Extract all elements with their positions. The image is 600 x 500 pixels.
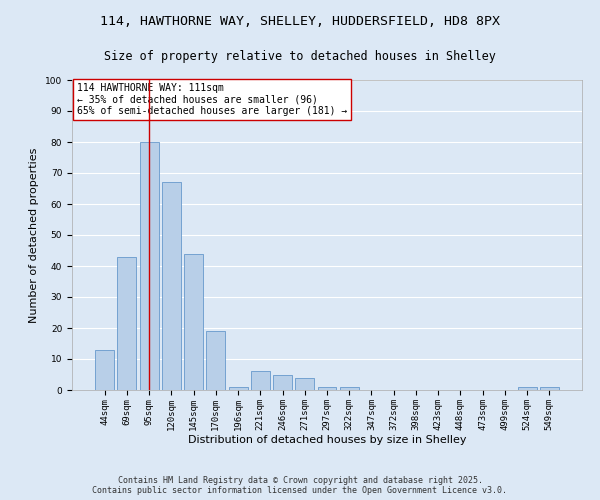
Bar	[540, 387, 559, 390]
Text: Size of property relative to detached houses in Shelley: Size of property relative to detached ho…	[104, 50, 496, 63]
Bar	[340, 387, 359, 390]
Bar	[295, 378, 314, 390]
X-axis label: Distribution of detached houses by size in Shelley: Distribution of detached houses by size …	[188, 436, 466, 446]
Text: 114, HAWTHORNE WAY, SHELLEY, HUDDERSFIELD, HD8 8PX: 114, HAWTHORNE WAY, SHELLEY, HUDDERSFIEL…	[100, 15, 500, 28]
Bar	[184, 254, 203, 390]
Bar	[229, 387, 248, 390]
Bar	[206, 331, 225, 390]
Bar	[140, 142, 158, 390]
Y-axis label: Number of detached properties: Number of detached properties	[29, 148, 40, 322]
Bar	[317, 387, 337, 390]
Text: 114 HAWTHORNE WAY: 111sqm
← 35% of detached houses are smaller (96)
65% of semi-: 114 HAWTHORNE WAY: 111sqm ← 35% of detac…	[77, 83, 347, 116]
Bar	[251, 372, 270, 390]
Text: Contains HM Land Registry data © Crown copyright and database right 2025.
Contai: Contains HM Land Registry data © Crown c…	[92, 476, 508, 495]
Bar	[118, 256, 136, 390]
Bar	[273, 374, 292, 390]
Bar	[95, 350, 114, 390]
Bar	[162, 182, 181, 390]
Bar	[518, 387, 536, 390]
